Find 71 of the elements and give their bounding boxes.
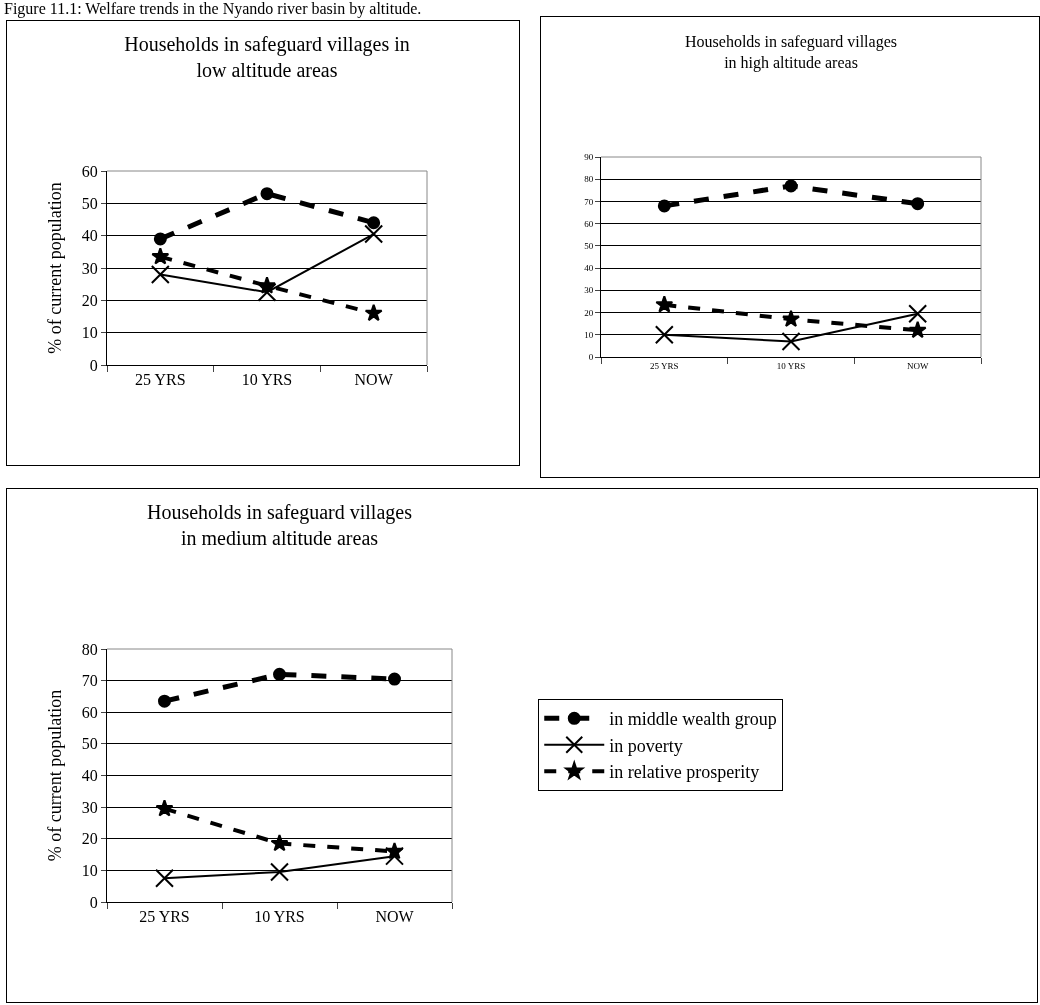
chart-title: Households in safeguard villages in high altitude areas — [685, 33, 897, 72]
y-tick-label: 40 — [81, 227, 98, 245]
y-axis-title: % of current population — [45, 689, 65, 862]
point — [155, 868, 174, 888]
caption: Figure 11.1: Welfare trends in the Nyando river basin by altitude. — [4, 0, 422, 18]
y-tick-label: 0 — [588, 352, 594, 363]
x-tick-label: NOW — [354, 371, 394, 389]
point — [782, 309, 800, 328]
y-tick-label: 80 — [81, 640, 98, 658]
y-tick-label: 60 — [81, 703, 98, 721]
chart-title: Households in safeguard villages in low altitude areas — [124, 33, 410, 81]
y-tick-label: 60 — [584, 218, 594, 229]
y-tick-label: 50 — [584, 241, 594, 252]
y-tick-label: 0 — [89, 893, 98, 911]
point — [150, 264, 170, 284]
y-tick-label: 20 — [81, 291, 98, 309]
y-tick-label: 10 — [81, 861, 98, 879]
point — [153, 232, 167, 246]
point — [385, 846, 404, 866]
point — [657, 199, 671, 213]
y-tick-label: 80 — [584, 174, 594, 185]
x-tick-label: 25 YRS — [650, 360, 679, 371]
point — [385, 842, 404, 860]
y-tick-label: 60 — [81, 162, 98, 180]
legend-label: in middle wealth group — [609, 709, 777, 730]
point — [654, 325, 674, 345]
point — [781, 331, 801, 351]
x-tick-label: NOW — [375, 908, 415, 926]
point — [364, 224, 384, 244]
y-tick-label: 10 — [584, 329, 594, 340]
x-tick-label: NOW — [906, 360, 929, 371]
point — [655, 295, 674, 313]
point — [260, 187, 274, 201]
y-tick-label: 70 — [584, 196, 594, 207]
point — [364, 303, 383, 322]
point — [784, 179, 798, 193]
point — [273, 667, 286, 681]
point — [155, 799, 174, 817]
y-tick-label: 30 — [81, 798, 98, 816]
y-tick-label: 40 — [584, 263, 594, 274]
point — [257, 282, 277, 302]
point — [270, 862, 289, 882]
y-tick-label: 90 — [584, 152, 594, 163]
legend-label: in poverty — [609, 735, 683, 756]
y-tick-label: 30 — [81, 259, 98, 277]
y-tick-label: 50 — [81, 735, 98, 753]
x-tick-label: 10 YRS — [254, 908, 305, 926]
point — [388, 672, 401, 686]
point — [908, 320, 927, 339]
x-tick-label: 10 YRS — [241, 371, 293, 389]
y-tick-label: 50 — [81, 194, 98, 212]
y-tick-label: 30 — [584, 285, 594, 296]
y-tick-label: 40 — [81, 767, 98, 785]
y-axis-title: % of current population — [45, 182, 65, 354]
point — [911, 197, 925, 211]
point — [158, 694, 171, 708]
point — [367, 216, 381, 230]
y-tick-label: 0 — [89, 356, 98, 374]
point — [258, 276, 276, 294]
x-tick-label: 25 YRS — [139, 908, 190, 926]
point — [270, 834, 289, 852]
y-tick-label: 10 — [81, 324, 98, 342]
x-tick-label: 10 YRS — [776, 360, 806, 371]
x-tick-label: 25 YRS — [135, 371, 186, 389]
y-tick-label: 20 — [81, 830, 98, 848]
legend-label: in relative prosperity — [609, 762, 760, 783]
point — [908, 304, 928, 324]
chart-title: Households in safeguard villages in medium altitude areas — [147, 501, 413, 549]
point — [151, 247, 170, 265]
y-tick-label: 70 — [81, 672, 98, 690]
y-tick-label: 20 — [584, 307, 594, 318]
